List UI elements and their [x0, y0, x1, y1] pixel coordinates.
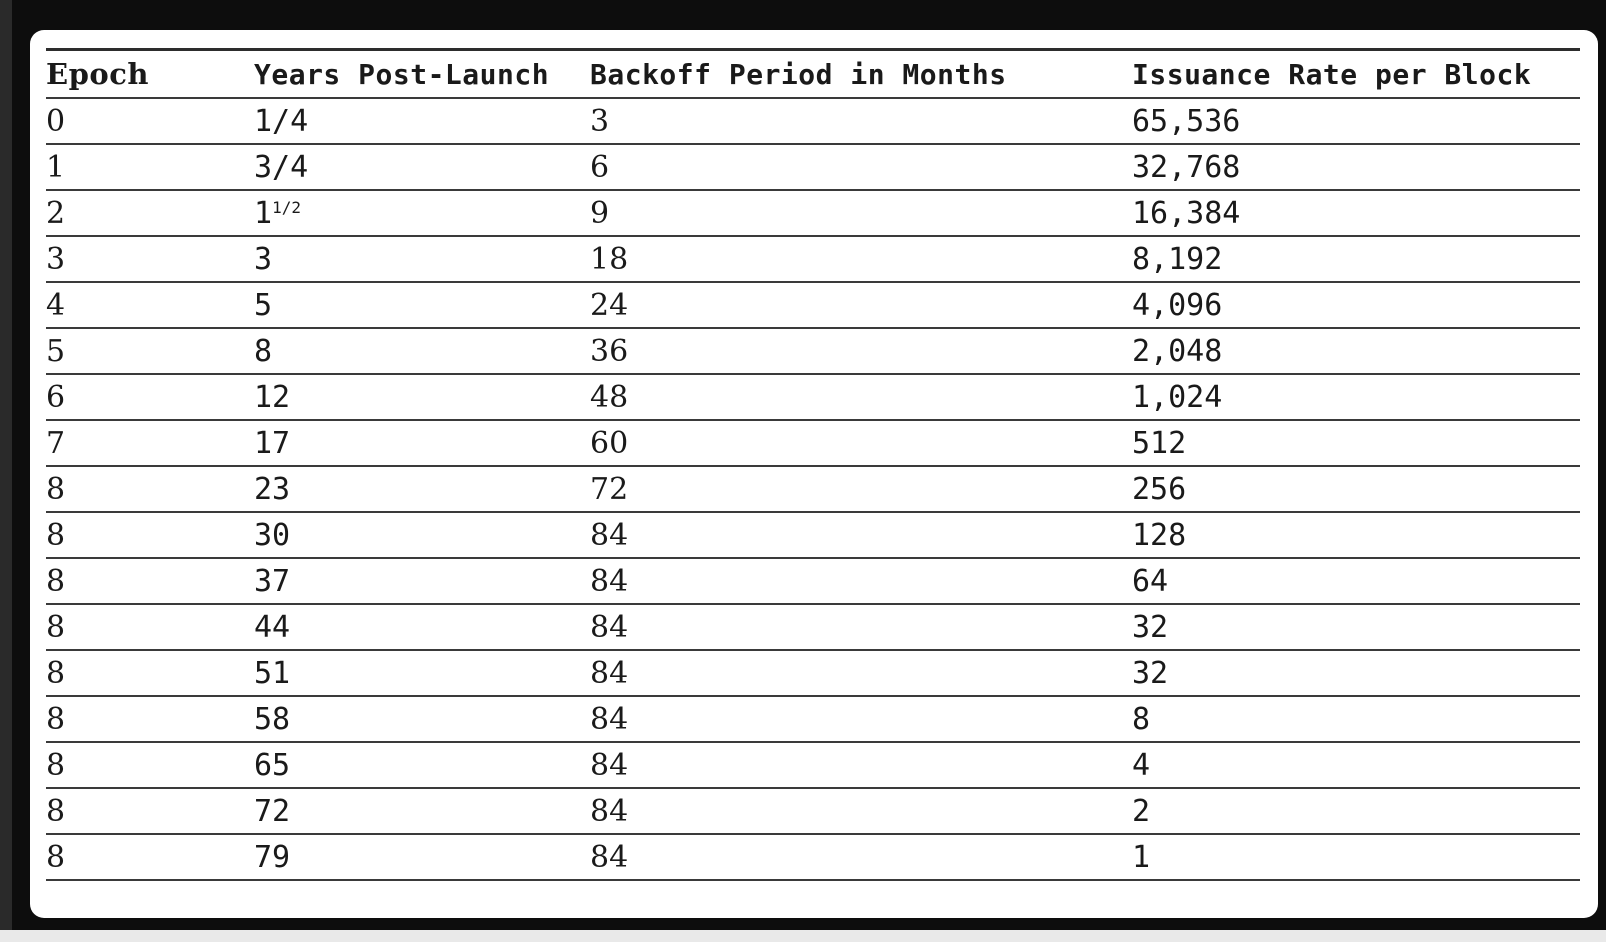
cell-years: 3/4 [254, 149, 309, 185]
cell-backoff: 3 [590, 103, 610, 139]
cell-issuance: 1 [1132, 839, 1151, 875]
cell-years: 72 [254, 793, 291, 829]
table-row: 8 44 84 32 [46, 605, 1580, 651]
fraction-superscript: 1/2 [272, 197, 301, 217]
cell-years: 3 [254, 241, 273, 277]
cell-epoch: 3 [46, 241, 66, 277]
cell-issuance: 4 [1132, 747, 1151, 783]
table-row: 0 1/4 3 65,536 [46, 99, 1580, 145]
cell-backoff: 36 [590, 333, 629, 369]
cell-issuance: 4,096 [1132, 287, 1223, 323]
cell-epoch: 8 [46, 517, 66, 553]
cell-backoff: 48 [590, 379, 629, 415]
table-row: 7 17 60 512 [46, 421, 1580, 467]
table-row: 8 72 84 2 [46, 789, 1580, 835]
cell-backoff: 84 [590, 655, 629, 691]
cell-backoff: 84 [590, 701, 629, 737]
cell-issuance: 8,192 [1132, 241, 1223, 277]
cell-years: 30 [254, 517, 291, 553]
cell-backoff: 84 [590, 793, 629, 829]
cell-years: 12 [254, 379, 291, 415]
table-card: Epoch Years Post-Launch Backoff Period i… [30, 30, 1598, 918]
cell-epoch: 8 [46, 701, 66, 737]
table-row: 2 1 1/2 9 16,384 [46, 191, 1580, 237]
cell-years: 79 [254, 839, 291, 875]
cell-years: 17 [254, 425, 291, 461]
cell-epoch: 6 [46, 379, 66, 415]
cell-years: 5 [254, 287, 273, 323]
cell-issuance: 32,768 [1132, 149, 1241, 185]
cell-epoch: 2 [46, 195, 66, 231]
header-epoch: Epoch [46, 57, 149, 91]
table-row: 6 12 48 1,024 [46, 375, 1580, 421]
cell-issuance: 1,024 [1132, 379, 1223, 415]
table-body: 0 1/4 3 65,536 1 3/4 6 32,768 2 1 1/2 9 16,384 3 3 18 8,… [46, 99, 1580, 881]
cell-years: 51 [254, 655, 291, 691]
cell-backoff: 84 [590, 517, 629, 553]
table-row: 8 65 84 4 [46, 743, 1580, 789]
table-row: 8 58 84 8 [46, 697, 1580, 743]
cell-epoch: 8 [46, 471, 66, 507]
cell-epoch: 8 [46, 747, 66, 783]
cell-backoff: 60 [590, 425, 629, 461]
header-issuance-rate: Issuance Rate per Block [1132, 57, 1532, 91]
fraction-whole: 1 [254, 195, 273, 231]
cell-backoff: 84 [590, 839, 629, 875]
cell-backoff: 72 [590, 471, 629, 507]
cell-years: 23 [254, 471, 291, 507]
table-row: 4 5 24 4,096 [46, 283, 1580, 329]
table-row: 8 51 84 32 [46, 651, 1580, 697]
table-row: 8 37 84 64 [46, 559, 1580, 605]
cell-backoff: 6 [590, 149, 610, 185]
cell-issuance: 8 [1132, 701, 1151, 737]
cell-issuance: 32 [1132, 609, 1169, 645]
cell-issuance: 128 [1132, 517, 1187, 553]
table-row: 8 23 72 256 [46, 467, 1580, 513]
cell-years: 58 [254, 701, 291, 737]
cell-backoff: 84 [590, 563, 629, 599]
header-years-post-launch: Years Post-Launch [254, 57, 550, 91]
cell-issuance: 2,048 [1132, 333, 1223, 369]
cell-issuance: 256 [1132, 471, 1187, 507]
cell-years: 1 1/2 [254, 191, 301, 235]
cell-years: 8 [254, 333, 273, 369]
cell-issuance: 65,536 [1132, 103, 1241, 139]
cell-epoch: 0 [46, 103, 66, 139]
cell-backoff: 18 [590, 241, 629, 277]
cell-issuance: 2 [1132, 793, 1151, 829]
cell-years: 44 [254, 609, 291, 645]
cell-years: 65 [254, 747, 291, 783]
table-row: 8 79 84 1 [46, 835, 1580, 881]
header-backoff-period: Backoff Period in Months [590, 57, 1007, 91]
table-row: 8 30 84 128 [46, 513, 1580, 559]
top-rule [46, 48, 1580, 51]
table-row: 3 3 18 8,192 [46, 237, 1580, 283]
cell-epoch: 5 [46, 333, 66, 369]
cell-epoch: 8 [46, 839, 66, 875]
table-header-row: Epoch Years Post-Launch Backoff Period i… [46, 51, 1580, 99]
cell-epoch: 8 [46, 609, 66, 645]
table-row: 1 3/4 6 32,768 [46, 145, 1580, 191]
cell-backoff: 9 [590, 195, 610, 231]
table-row: 5 8 36 2,048 [46, 329, 1580, 375]
cell-epoch: 8 [46, 655, 66, 691]
cell-issuance: 512 [1132, 425, 1187, 461]
cell-epoch: 1 [46, 149, 66, 185]
cell-epoch: 7 [46, 425, 66, 461]
issuance-table: Epoch Years Post-Launch Backoff Period i… [46, 48, 1580, 881]
cell-epoch: 8 [46, 793, 66, 829]
cell-backoff: 24 [590, 287, 629, 323]
cell-backoff: 84 [590, 609, 629, 645]
cell-issuance: 32 [1132, 655, 1169, 691]
cell-issuance: 16,384 [1132, 195, 1241, 231]
cell-years: 1/4 [254, 103, 309, 139]
cell-epoch: 4 [46, 287, 66, 323]
cell-years: 37 [254, 563, 291, 599]
frame-edge [0, 0, 12, 930]
cell-issuance: 64 [1132, 563, 1169, 599]
cell-epoch: 8 [46, 563, 66, 599]
cell-backoff: 84 [590, 747, 629, 783]
